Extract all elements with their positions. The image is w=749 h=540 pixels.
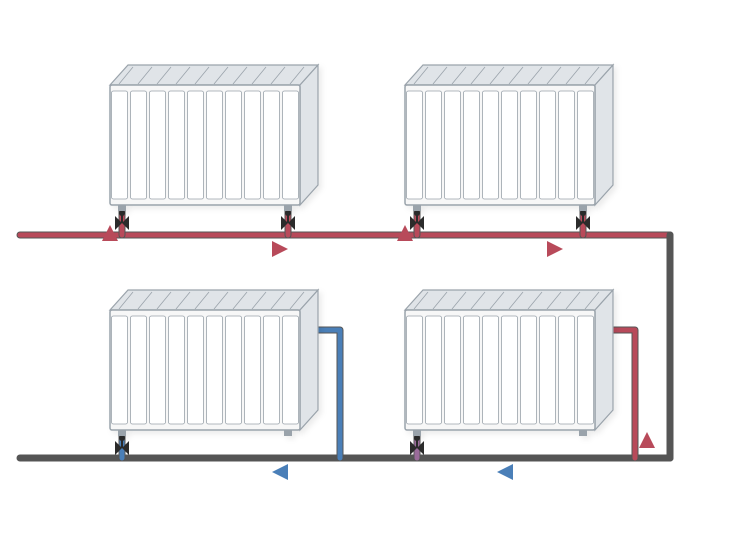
radiator-bottom-left — [110, 290, 318, 436]
diagram-svg — [0, 0, 749, 540]
radiator-top-left — [110, 65, 318, 211]
radiator-top-right — [405, 65, 613, 211]
heating-diagram: { "diagram": { "type": "infographic", "b… — [0, 0, 749, 540]
radiator-bottom-right — [405, 290, 613, 436]
